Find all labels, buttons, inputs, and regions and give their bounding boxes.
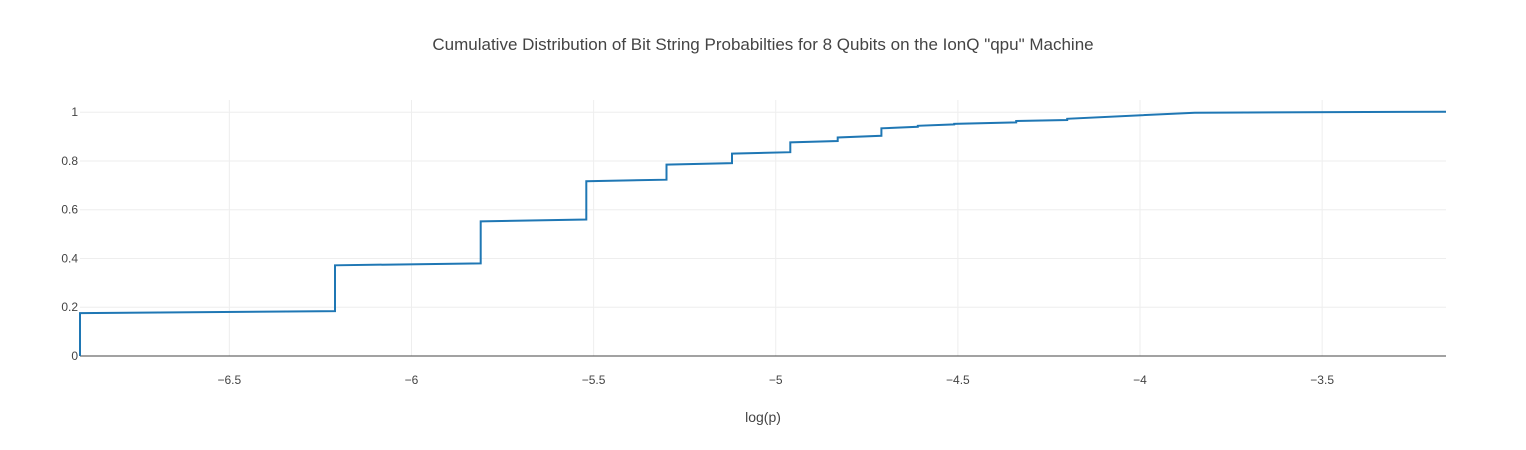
- x-tick-label: −5: [769, 373, 783, 387]
- y-tick-label: 0: [71, 349, 78, 363]
- x-tick-label: −4.5: [946, 373, 970, 387]
- series-layer: [79, 110, 1447, 356]
- y-tick-label: 0.6: [61, 203, 78, 217]
- x-axis-title: log(p): [745, 409, 781, 425]
- x-tick-label: −6.5: [217, 373, 241, 387]
- grid: [80, 100, 1446, 356]
- y-tick-label: 0.2: [61, 300, 78, 314]
- y-tick-label: 0.4: [61, 251, 78, 265]
- x-axis-ticks: −6.5 −6 −5.5 −5 −4.5 −4 −3.5: [217, 373, 1334, 387]
- chart-title: Cumulative Distribution of Bit String Pr…: [432, 35, 1093, 54]
- x-tick-label: −3.5: [1310, 373, 1334, 387]
- y-axis-ticks: 0 0.2 0.4 0.6 0.8 1: [61, 105, 78, 363]
- x-tick-label: −6: [405, 373, 419, 387]
- x-tick-label: −4: [1133, 373, 1147, 387]
- cdf-step-line: [79, 110, 1447, 356]
- x-tick-label: −5.5: [582, 373, 606, 387]
- y-tick-label: 0.8: [61, 154, 78, 168]
- y-tick-label: 1: [71, 105, 78, 119]
